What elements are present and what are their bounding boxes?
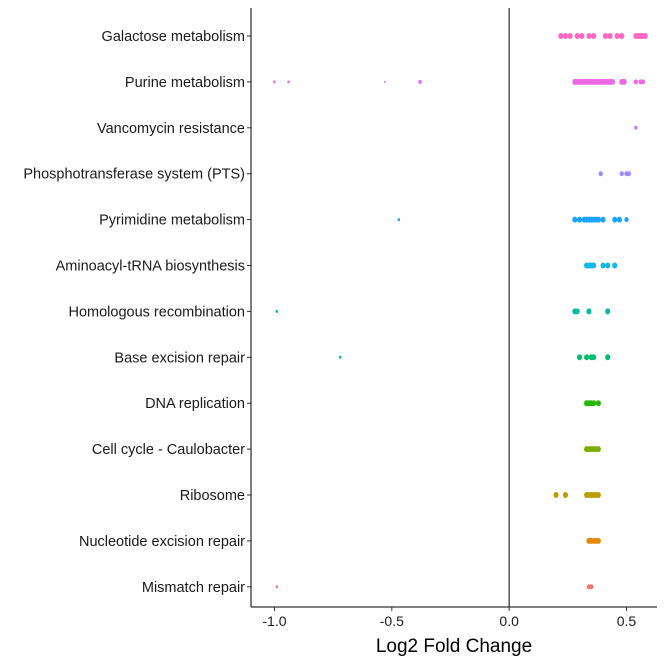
- x-tick-label: 0.5: [617, 613, 637, 629]
- data-point: [577, 216, 583, 223]
- data-point: [595, 537, 601, 544]
- series-nucleotide-excision-repair: [586, 537, 601, 544]
- data-point: [624, 217, 629, 223]
- category-label-cell-cycle-caulobacter: Cell cycle - Caulobacter: [92, 442, 245, 458]
- series-homologous-recombination: [275, 308, 611, 315]
- x-tick-label: 0.0: [499, 613, 519, 629]
- data-point: [591, 400, 597, 407]
- series-cell-cycle-caulobacter: [584, 446, 601, 453]
- category-label-ribosome: Ribosome: [180, 488, 245, 504]
- data-point: [275, 585, 279, 589]
- data-point: [607, 33, 613, 39]
- series-purine-metabolism: [273, 78, 646, 85]
- data-point: [595, 216, 601, 223]
- data-point: [338, 355, 342, 359]
- category-label-mismatch-repair: Mismatch repair: [142, 580, 245, 596]
- category-label-phosphotransferase-system-pts: Phosphotransferase system (PTS): [23, 167, 245, 183]
- data-point: [609, 78, 615, 85]
- data-point: [579, 33, 585, 39]
- series-dna-replication: [584, 400, 601, 407]
- x-tick-label: -1.0: [262, 613, 286, 629]
- data-point: [584, 354, 590, 361]
- data-point: [591, 262, 597, 269]
- data-point: [640, 79, 646, 85]
- data-point: [589, 584, 594, 590]
- data-point: [614, 33, 620, 39]
- data-point: [605, 262, 611, 269]
- series-pyrimidine-metabolism: [397, 216, 629, 223]
- x-axis-title: Log2 Fold Change: [376, 636, 532, 657]
- category-label-dna-replication: DNA replication: [145, 396, 245, 412]
- data-points: [273, 33, 648, 590]
- data-point: [605, 308, 611, 315]
- category-labels: Galactose metabolism Purine metabolism Van…: [23, 29, 245, 596]
- data-point: [383, 80, 386, 83]
- series-ribosome: [553, 492, 601, 498]
- data-point: [598, 171, 603, 177]
- data-point: [553, 492, 559, 498]
- data-point: [595, 492, 601, 498]
- series-aminoacyl-trna-biosynthesis: [584, 262, 618, 269]
- data-point: [595, 446, 601, 453]
- category-label-purine-metabolism: Purine metabolism: [125, 75, 245, 91]
- category-label-nucleotide-excision-repair: Nucleotide excision repair: [79, 534, 245, 550]
- data-point: [273, 80, 276, 84]
- data-point: [612, 216, 618, 223]
- data-point: [626, 171, 631, 177]
- data-point: [602, 33, 608, 39]
- category-label-homologous-recombination: Homologous recombination: [68, 304, 245, 320]
- category-label-galactose-metabolism: Galactose metabolism: [102, 29, 245, 45]
- data-point: [558, 33, 564, 39]
- data-point: [586, 308, 592, 315]
- data-point: [574, 308, 580, 315]
- category-label-vancomycin-resistance: Vancomycin resistance: [97, 121, 245, 137]
- data-point: [600, 216, 606, 223]
- data-point: [577, 354, 583, 361]
- series-base-excision-repair: [338, 354, 611, 361]
- data-point: [642, 33, 648, 39]
- data-point: [574, 33, 580, 39]
- data-point: [591, 354, 597, 361]
- data-point: [586, 33, 592, 39]
- data-point: [275, 309, 279, 313]
- data-point: [572, 216, 578, 223]
- data-point: [567, 33, 573, 39]
- data-point: [621, 78, 627, 85]
- data-point: [591, 33, 597, 39]
- series-mismatch-repair: [275, 584, 594, 590]
- data-point: [634, 125, 638, 130]
- data-point: [595, 400, 601, 407]
- data-point: [562, 492, 569, 498]
- data-point: [633, 79, 639, 85]
- category-label-aminoacyl-trna-biosynthesis: Aminoacyl-tRNA biosynthesis: [56, 259, 245, 275]
- data-point: [619, 171, 624, 177]
- series-galactose-metabolism: [558, 33, 648, 39]
- data-point: [605, 354, 611, 361]
- series-phosphotransferase-system-pts: [598, 171, 631, 177]
- data-point: [562, 33, 569, 39]
- data-point: [616, 216, 623, 223]
- category-label-base-excision-repair: Base excision repair: [114, 350, 245, 366]
- y-axis-ticks: [247, 35, 251, 588]
- data-point: [287, 80, 290, 84]
- x-tick-label: -0.5: [380, 613, 404, 629]
- category-label-pyrimidine-metabolism: Pyrimidine metabolism: [99, 213, 245, 229]
- data-point: [397, 218, 401, 222]
- x-axis-ticks: -1.0 -0.5 0.0 0.5: [262, 607, 636, 629]
- series-vancomycin-resistance: [634, 125, 638, 130]
- data-point: [418, 79, 422, 84]
- data-point: [619, 33, 625, 39]
- data-point: [612, 262, 618, 269]
- data-point: [600, 262, 606, 269]
